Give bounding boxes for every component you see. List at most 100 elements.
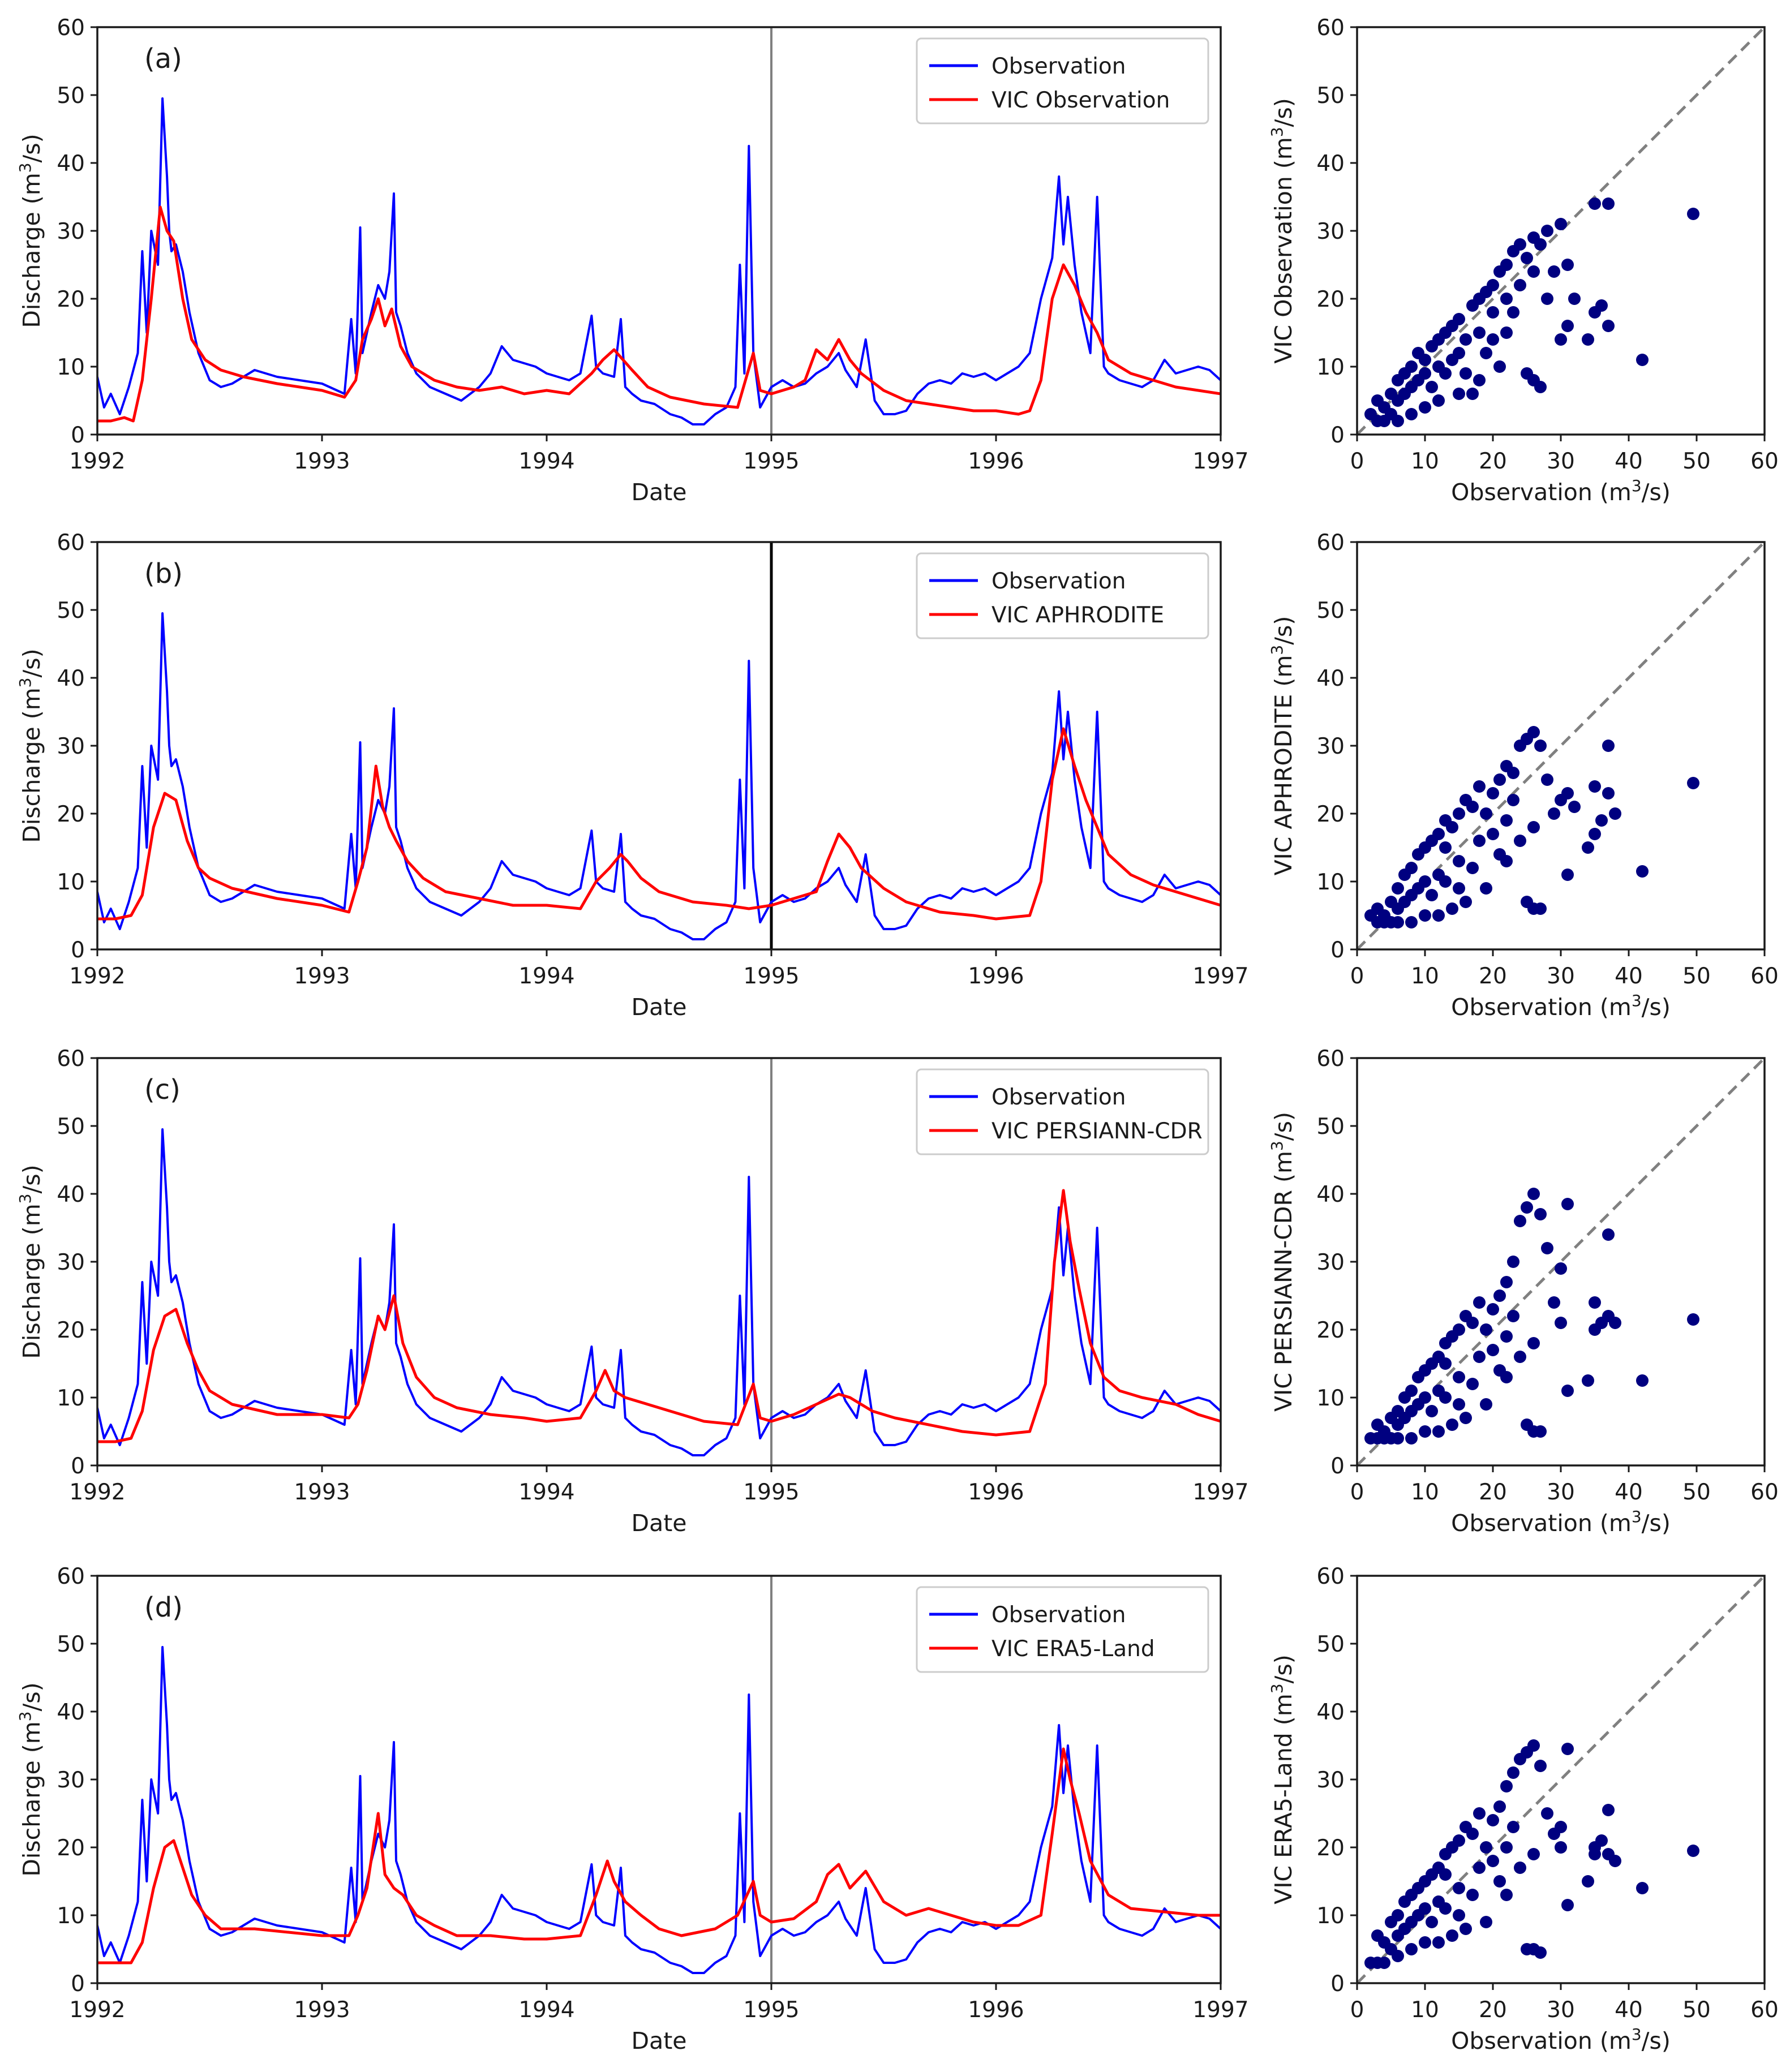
y-tick-label: 0 xyxy=(71,938,85,963)
y-axis-label: VIC PERSIANN-CDR (m3/s) xyxy=(1268,1112,1297,1412)
x-tick-label: 1997 xyxy=(1192,1480,1248,1505)
x-tick-label: 0 xyxy=(1350,1480,1364,1505)
plot-area xyxy=(1357,1576,1765,1983)
scatter-point xyxy=(1487,1855,1499,1867)
scatter-point xyxy=(1419,909,1431,922)
scatter-point xyxy=(1419,1425,1431,1438)
scatter-point xyxy=(1439,875,1452,888)
scatter-point xyxy=(1473,1807,1486,1820)
scatter-point xyxy=(1561,1743,1574,1755)
scatter-point xyxy=(1453,882,1465,895)
scatter-point xyxy=(1555,1841,1567,1854)
y-tick-label: 40 xyxy=(57,666,85,691)
scatter-point xyxy=(1555,1262,1567,1275)
scatter-point xyxy=(1466,1889,1479,1901)
scatter-point xyxy=(1453,807,1465,820)
axes-frame xyxy=(96,1575,1222,1984)
x-tick-label: 1996 xyxy=(968,449,1024,474)
scatter-point xyxy=(1480,1323,1492,1336)
scatter-point xyxy=(1371,1432,1384,1445)
scatter-point xyxy=(1589,780,1601,793)
scatter-point xyxy=(1460,333,1472,346)
scatter-point xyxy=(1487,279,1499,291)
scatter-point xyxy=(1446,1929,1458,1942)
x-tick-label: 1992 xyxy=(69,1480,125,1505)
axes-frame xyxy=(1356,1575,1766,1984)
scatter-point xyxy=(1473,1351,1486,1363)
scatter-point xyxy=(1480,807,1492,820)
scatter-point xyxy=(1595,1834,1608,1847)
x-tick-label: 60 xyxy=(1750,964,1779,989)
scatter-point xyxy=(1446,354,1458,366)
scatter-point xyxy=(1548,807,1560,820)
x-tick-label: 40 xyxy=(1615,1997,1643,2023)
x-tick-label: 1994 xyxy=(518,1480,574,1505)
scatter-point xyxy=(1439,1902,1452,1915)
scatter-point xyxy=(1561,869,1574,881)
y-tick-label: 20 xyxy=(57,1318,85,1343)
scatter-panel-1: 0 10 20 30 40 50 60 0 10 20 30 40 50 60 Observation (m… xyxy=(1268,15,1779,506)
scatter-point xyxy=(1507,1766,1519,1779)
scatter-point xyxy=(1589,197,1601,210)
scatter-point xyxy=(1602,740,1615,752)
scatter-point xyxy=(1507,1821,1519,1833)
scatter-point xyxy=(1473,1296,1486,1309)
x-tick-label: 1993 xyxy=(294,964,350,989)
x-tick-label: 40 xyxy=(1615,964,1643,989)
y-tick-label: 50 xyxy=(1316,1632,1345,1657)
x-tick-label: 0 xyxy=(1350,964,1364,989)
scatter-point xyxy=(1473,835,1486,847)
y-axis-label: Discharge (m3/s) xyxy=(16,648,45,842)
scatter-point xyxy=(1439,1391,1452,1404)
scatter-point xyxy=(1487,787,1499,799)
axes-frame xyxy=(1356,26,1766,436)
y-tick-label: 10 xyxy=(1316,1903,1345,1929)
scatter-point xyxy=(1419,354,1431,366)
x-axis-label: Observation (m3/s) xyxy=(1451,1507,1671,1537)
scatter-point xyxy=(1541,225,1553,237)
scatter-point xyxy=(1405,1385,1418,1397)
y-tick-label: 20 xyxy=(1316,287,1345,312)
scatter-point xyxy=(1500,1780,1513,1792)
y-axis-label: VIC ERA5-Land (m3/s) xyxy=(1268,1654,1297,1904)
x-tick-label: 60 xyxy=(1750,1480,1779,1505)
scatter-point xyxy=(1371,916,1384,928)
scatter-point xyxy=(1687,1313,1699,1326)
x-tick-label: 1997 xyxy=(1192,1997,1248,2023)
y-tick-label: 10 xyxy=(57,1386,85,1411)
scatter-point xyxy=(1582,841,1594,854)
scatter-point xyxy=(1480,882,1492,895)
scatter-point xyxy=(1514,1351,1526,1363)
timeseries-panel-d: 1992 1993 1994 1995 1996 1997 0 10 20 30 40 50 60 (d)… xyxy=(16,1564,1249,2054)
x-tick-label: 1994 xyxy=(518,964,574,989)
scatter-point xyxy=(1636,1374,1649,1387)
scatter-point xyxy=(1405,408,1418,420)
plot-area xyxy=(97,1058,1221,1465)
scatter-point xyxy=(1487,306,1499,319)
y-tick-label: 0 xyxy=(71,1971,85,1997)
scatter-point xyxy=(1582,1374,1594,1387)
y-axis-label: Discharge (m3/s) xyxy=(16,1164,45,1359)
y-tick-label: 40 xyxy=(1316,1182,1345,1207)
x-tick-label: 10 xyxy=(1411,449,1439,474)
y-tick-label: 20 xyxy=(1316,1318,1345,1343)
scatter-point xyxy=(1541,293,1553,305)
scatter-point xyxy=(1466,1828,1479,1840)
scatter-point xyxy=(1521,1943,1533,1955)
x-tick-label: 1997 xyxy=(1192,449,1248,474)
scatter-point xyxy=(1405,862,1418,874)
y-tick-label: 60 xyxy=(57,15,85,41)
x-tick-label: 1993 xyxy=(294,449,350,474)
x-tick-label: 20 xyxy=(1479,964,1507,989)
x-tick-label: 1992 xyxy=(69,1997,125,2023)
y-tick-label: 0 xyxy=(1330,423,1345,448)
panel-letter: (c) xyxy=(144,1074,181,1106)
y-tick-label: 40 xyxy=(1316,666,1345,691)
scatter-point xyxy=(1561,1385,1574,1397)
legend-label: VIC APHRODITE xyxy=(991,603,1164,628)
scatter-point xyxy=(1534,1946,1547,1959)
scatter-point xyxy=(1541,1807,1553,1820)
y-tick-label: 20 xyxy=(57,287,85,312)
y-tick-label: 30 xyxy=(57,1250,85,1275)
scatter-point xyxy=(1439,1357,1452,1370)
